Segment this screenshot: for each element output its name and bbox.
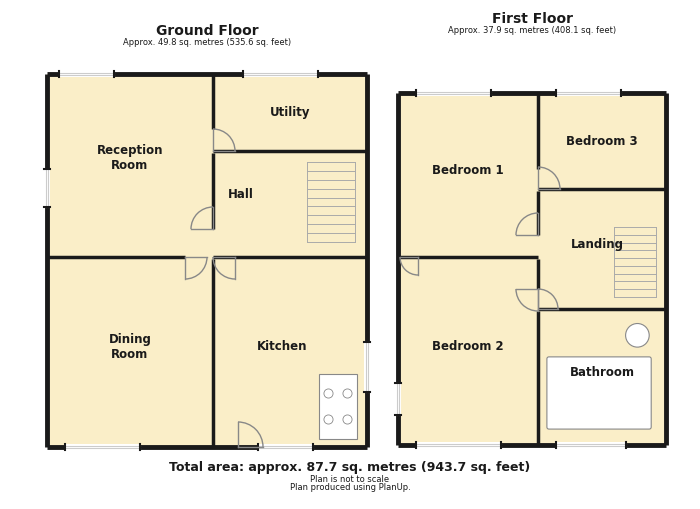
Bar xyxy=(398,93,538,257)
Bar xyxy=(59,71,114,77)
Bar xyxy=(258,444,313,450)
Text: Landing: Landing xyxy=(570,238,624,250)
Text: First Floor: First Floor xyxy=(491,12,573,26)
Circle shape xyxy=(324,415,333,424)
Text: Utility: Utility xyxy=(270,106,310,119)
Bar xyxy=(307,162,355,242)
Bar xyxy=(364,342,370,392)
Text: Dining
Room: Dining Room xyxy=(108,333,151,361)
Bar xyxy=(395,383,401,415)
Bar xyxy=(538,93,666,189)
Text: Ground Floor: Ground Floor xyxy=(155,24,258,38)
Text: Hall: Hall xyxy=(228,187,254,201)
Bar xyxy=(416,442,501,448)
Bar xyxy=(47,74,213,257)
Bar xyxy=(614,227,656,297)
Bar xyxy=(65,444,140,450)
Text: Total area: approx. 87.7 sq. metres (943.7 sq. feet): Total area: approx. 87.7 sq. metres (943… xyxy=(169,461,531,473)
Circle shape xyxy=(343,389,352,398)
Bar xyxy=(213,257,367,447)
Bar xyxy=(398,257,538,445)
Circle shape xyxy=(324,389,333,398)
Bar xyxy=(556,442,626,448)
Text: Bedroom 3: Bedroom 3 xyxy=(566,134,638,148)
Text: Approx. 37.9 sq. metres (408.1 sq. feet): Approx. 37.9 sq. metres (408.1 sq. feet) xyxy=(448,25,616,35)
Text: Plan is not to scale: Plan is not to scale xyxy=(310,474,390,484)
Bar xyxy=(213,151,367,257)
Bar xyxy=(538,189,666,309)
Text: Kitchen: Kitchen xyxy=(257,341,307,353)
Text: Approx. 49.8 sq. metres (535.6 sq. feet): Approx. 49.8 sq. metres (535.6 sq. feet) xyxy=(123,38,291,46)
FancyBboxPatch shape xyxy=(547,357,651,429)
Bar xyxy=(319,374,357,439)
Text: Reception
Room: Reception Room xyxy=(97,144,163,172)
Circle shape xyxy=(626,324,649,347)
Bar xyxy=(44,169,50,207)
Circle shape xyxy=(343,415,352,424)
Text: Bedroom 2: Bedroom 2 xyxy=(432,340,504,353)
Bar xyxy=(213,74,367,151)
Bar xyxy=(556,90,621,96)
Text: Bedroom 1: Bedroom 1 xyxy=(432,163,504,177)
Text: Plan produced using PlanUp.: Plan produced using PlanUp. xyxy=(290,484,410,493)
Text: Bathroom: Bathroom xyxy=(570,365,634,379)
Bar xyxy=(538,309,666,445)
Bar xyxy=(416,90,491,96)
Bar xyxy=(243,71,318,77)
Bar xyxy=(47,257,213,447)
